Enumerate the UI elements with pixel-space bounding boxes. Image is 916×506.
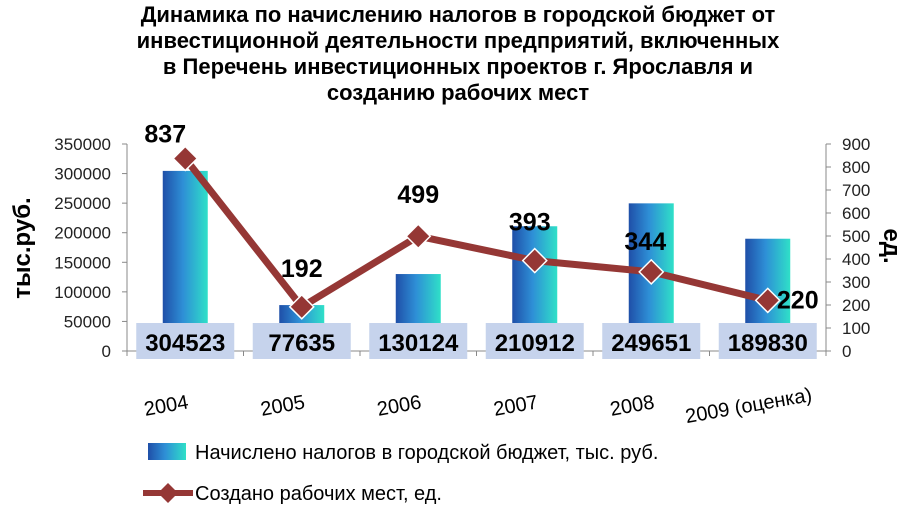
legend-bar-swatch	[148, 443, 186, 460]
bar-value-box	[602, 323, 701, 359]
line-series	[172, 145, 781, 320]
line-value-label: 393	[509, 209, 551, 237]
bar	[162, 170, 208, 351]
line-value-label: 192	[281, 255, 323, 283]
y2-tick-label: 600	[842, 204, 870, 223]
line-path	[182, 156, 769, 311]
x-tick-label: 2007	[492, 391, 540, 420]
line-value-label: 344	[624, 228, 666, 256]
bar-value-label: 249651	[611, 330, 691, 357]
data-labels: 304523 77635 130124 210912 249651 189830 837 19…	[136, 120, 819, 359]
bar-value-label: 130124	[378, 330, 459, 357]
line-point	[172, 145, 199, 172]
y-tick-label: 50000	[64, 312, 111, 331]
legend-bar-label: Начислено налогов в городской бюджет, ты…	[195, 442, 658, 464]
bar-value-box	[252, 323, 351, 359]
y-tick-label: 0	[102, 342, 111, 361]
axes: 0 50000 100000 150000 200000 250000 300000 3500…	[9, 135, 905, 428]
line-point	[405, 223, 432, 250]
chart-title: Динамика по начислению налогов в городск…	[137, 2, 780, 105]
x-tick-label: 2005	[259, 391, 307, 420]
bar-value-box	[718, 323, 817, 359]
bar-value-box	[136, 323, 235, 359]
title-line: инвестиционной деятельности предприятий,…	[137, 28, 780, 53]
bar-value-label: 304523	[145, 330, 225, 357]
y-tick-label: 350000	[54, 135, 111, 154]
line-point	[288, 293, 315, 320]
y2-tick-label: 500	[842, 227, 870, 246]
bar-value-label: 77635	[268, 330, 335, 357]
line-point	[638, 258, 665, 285]
line-value-label: 220	[777, 286, 819, 314]
title-line: в Перечень инвестиционных проектов г. Яр…	[163, 54, 753, 79]
y-tick-label: 300000	[54, 165, 111, 184]
bar-value-box	[369, 323, 468, 359]
y2-tick-label: 200	[842, 296, 870, 315]
y2-tick-label: 800	[842, 158, 870, 177]
legend-line-label: Создано рабочих мест, ед.	[195, 483, 442, 505]
x-tick-label: 2006	[375, 391, 423, 420]
y2-tick-label: 300	[842, 273, 870, 292]
x-tick-label: 2004	[142, 391, 190, 420]
y-axis-label: тыс.руб.	[9, 197, 36, 298]
y2-tick-label: 100	[842, 319, 870, 338]
x-tick-label: 2008	[608, 391, 656, 420]
bar-value-label: 210912	[495, 330, 575, 357]
y2-tick-label: 900	[842, 135, 870, 154]
legend-line-marker	[158, 483, 178, 503]
title-line: созданию рабочих мест	[327, 80, 589, 105]
y2-tick-label: 700	[842, 181, 870, 200]
title-line: Динамика по начислению налогов в городск…	[141, 2, 776, 27]
legend: Начислено налогов в городской бюджет, ты…	[143, 442, 658, 505]
bar-value-box	[485, 323, 584, 359]
y-tick-label: 200000	[54, 224, 111, 243]
y2-axis-label: ед.	[878, 228, 905, 263]
bar-value-label: 189830	[728, 330, 808, 357]
line-point	[754, 287, 781, 314]
y-tick-label: 100000	[54, 283, 111, 302]
line-value-label: 499	[397, 181, 439, 209]
line-point	[521, 247, 548, 274]
y-tick-label: 250000	[54, 194, 111, 213]
y2-tick-label: 400	[842, 250, 870, 269]
x-tick-label: 2009 (оценка)	[684, 384, 814, 428]
y-tick-label: 150000	[54, 253, 111, 272]
line-value-label: 837	[144, 120, 186, 148]
y2-tick-label: 0	[842, 342, 851, 361]
